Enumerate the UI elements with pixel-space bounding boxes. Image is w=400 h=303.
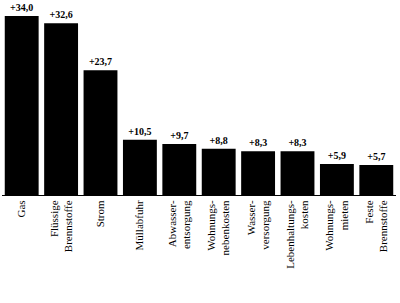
svg-text:Wohnungs-nebenkosten: Wohnungs-nebenkosten	[205, 200, 231, 255]
svg-text:+9,7: +9,7	[170, 130, 188, 141]
svg-text:+5,9: +5,9	[328, 150, 346, 161]
svg-text:+5,7: +5,7	[367, 151, 385, 162]
svg-text:FesteBrennstoffe: FesteBrennstoffe	[363, 200, 389, 252]
svg-text:+32,6: +32,6	[49, 9, 72, 20]
svg-text:Strom: Strom	[94, 200, 106, 227]
svg-text:+8,3: +8,3	[288, 137, 306, 148]
svg-text:FlüssigeBrennstoffe: FlüssigeBrennstoffe	[48, 200, 74, 252]
svg-text:+23,7: +23,7	[89, 56, 112, 67]
svg-text:+8,8: +8,8	[210, 135, 228, 146]
svg-text:Wasser-versorgung: Wasser-versorgung	[245, 200, 271, 250]
svg-text:+10,5: +10,5	[128, 126, 151, 137]
svg-text:+34,0: +34,0	[10, 2, 33, 13]
svg-text:Müllabfuhr: Müllabfuhr	[133, 200, 145, 250]
svg-text:+8,3: +8,3	[249, 137, 267, 148]
svg-text:Wohnungs-mieten: Wohnungs-mieten	[323, 200, 349, 251]
svg-text:Gas: Gas	[15, 200, 27, 217]
svg-text:Lebenhaltungs-kosten: Lebenhaltungs-kosten	[284, 200, 310, 269]
svg-text:Abwasser-entsorgung: Abwasser-entsorgung	[166, 200, 192, 249]
